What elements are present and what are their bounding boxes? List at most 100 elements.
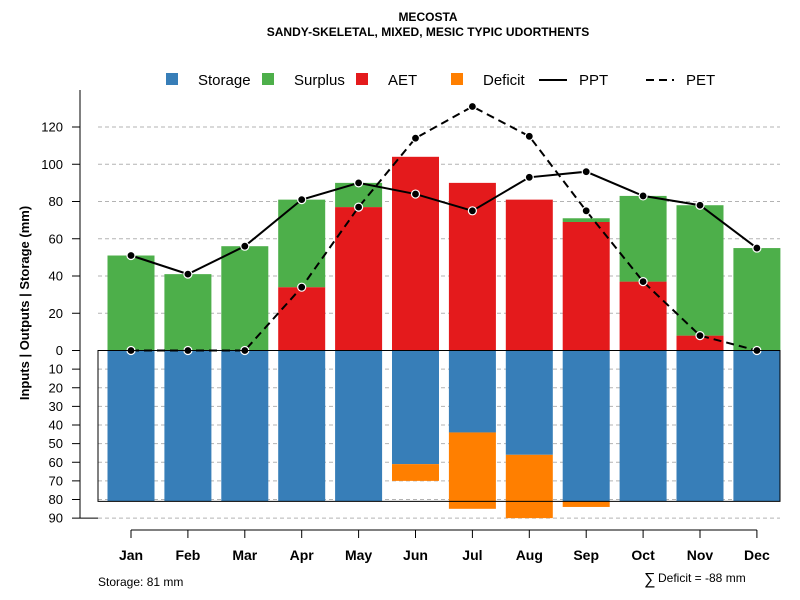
legend-label-ppt: PPT: [579, 72, 608, 89]
y-tick-label: 20: [49, 306, 63, 321]
x-tick-label-apr: Apr: [290, 547, 315, 563]
bar-storage-feb: [164, 350, 212, 502]
deficit-note: Deficit = -88 mm: [658, 571, 746, 585]
bar-storage-mar: [221, 350, 269, 502]
bar-storage-dec: [733, 350, 781, 502]
bar-aet-apr: [278, 287, 326, 351]
ppt-point-feb: [183, 269, 193, 279]
pet-point-apr: [297, 282, 307, 292]
legend-label-aet: AET: [388, 72, 417, 89]
bar-aet-jun: [392, 156, 439, 351]
bar-surplus-mar: [221, 246, 269, 351]
x-tick-label-nov: Nov: [687, 547, 714, 563]
bar-storage-aug: [505, 350, 553, 455]
bar-surplus-apr: [278, 199, 326, 288]
bar-surplus-feb: [164, 274, 212, 351]
bar-storage-jan: [107, 350, 155, 502]
y-tick-label: 50: [49, 436, 63, 451]
bar-storage-apr: [278, 350, 326, 502]
bar-deficit-jun: [392, 464, 439, 481]
ppt-point-mar: [240, 241, 250, 251]
legend-label-deficit: Deficit: [483, 72, 526, 89]
x-tick-label-oct: Oct: [631, 547, 655, 563]
y-tick-label: 100: [41, 157, 63, 172]
bar-aet-sep: [562, 221, 610, 351]
bar-surplus-nov: [676, 205, 724, 336]
pet-point-oct: [638, 276, 648, 287]
x-tick-label-jul: Jul: [462, 547, 482, 563]
bar-surplus-oct: [619, 195, 667, 282]
y-tick-label: 90: [49, 511, 63, 526]
bar-storage-jul: [448, 350, 496, 433]
legend-swatch-deficit: [451, 73, 463, 85]
ppt-point-jul: [467, 206, 477, 216]
y-tick-label: 10: [49, 362, 63, 377]
pet-point-may: [354, 202, 364, 212]
pet-point-jun: [410, 133, 421, 143]
x-tick-label-dec: Dec: [744, 547, 770, 563]
bars: [107, 156, 781, 519]
bar-storage-may: [335, 350, 383, 502]
bar-deficit-aug: [505, 454, 553, 519]
axes: 0 20 40 60 80 100 120 10 20 30 40 50 60 70 80 90 Jan Feb M…: [41, 90, 781, 563]
bar-aet-aug: [505, 199, 553, 351]
bar-aet-nov: [676, 335, 724, 351]
y-tick-label: 80: [49, 194, 63, 209]
y-tick-label: 0: [56, 343, 63, 358]
y-tick-label: 30: [49, 399, 63, 414]
x-tick-label-jan: Jan: [119, 547, 143, 563]
pet-point-nov: [695, 331, 705, 341]
bar-storage-oct: [619, 350, 667, 502]
bar-aet-oct: [619, 281, 667, 351]
x-tick-label-may: May: [345, 547, 372, 563]
legend-swatch-storage: [166, 73, 178, 85]
ppt-point-jun: [410, 189, 421, 199]
ppt-point-nov: [695, 200, 705, 210]
x-tick-label-feb: Feb: [175, 547, 200, 563]
bar-surplus-jan: [107, 255, 155, 351]
ppt-point-jan: [126, 250, 136, 261]
x-tick-label-mar: Mar: [232, 547, 257, 563]
y-tick-label: 20: [49, 380, 63, 395]
chart-title: MECOSTA: [398, 10, 457, 24]
bar-storage-jun: [392, 350, 439, 465]
x-tick-label-jun: Jun: [403, 547, 428, 563]
storage-note: Storage: 81 mm: [98, 575, 183, 589]
legend-label-surplus: Surplus: [294, 72, 345, 89]
bar-surplus-dec: [733, 248, 781, 351]
y-tick-label: 80: [49, 492, 63, 507]
y-tick-label: 60: [49, 231, 63, 246]
legend-swatch-aet: [356, 73, 368, 85]
y-axis-title: Inputs | Outputs | Storage (mm): [17, 206, 32, 400]
y-tick-label: 60: [49, 455, 63, 470]
legend-label-pet: PET: [686, 72, 715, 89]
ppt-point-aug: [524, 172, 534, 182]
ppt-point-oct: [638, 191, 648, 201]
deficit-sum-symbol: ∑: [644, 571, 655, 588]
y-tick-label: 70: [49, 473, 63, 488]
legend: Storage Surplus AET Deficit PPT PET: [166, 72, 715, 89]
legend-label-storage: Storage: [198, 72, 251, 89]
legend-swatch-surplus: [262, 73, 274, 85]
chart-subtitle: SANDY-SKELETAL, MIXED, MESIC TYPIC UDORT…: [267, 25, 589, 39]
ppt-line: [130, 170, 758, 276]
pet-point-sep: [581, 206, 591, 216]
y-tick-label: 120: [41, 120, 63, 135]
bar-deficit-sep: [562, 501, 610, 507]
x-tick-label-aug: Aug: [516, 547, 543, 563]
bar-storage-sep: [562, 350, 610, 502]
ppt-point-sep: [581, 167, 591, 177]
ppt-point-may: [354, 178, 364, 188]
pet-point-jul: [467, 101, 477, 112]
y-tick-label: 40: [49, 418, 63, 433]
bar-aet-may: [335, 207, 383, 351]
ppt-point-apr: [297, 195, 307, 205]
bar-surplus-sep: [562, 218, 610, 222]
ppt-point-dec: [752, 243, 762, 253]
bar-storage-nov: [676, 350, 724, 502]
bar-deficit-jul: [448, 432, 496, 509]
y-tick-label: 40: [49, 269, 63, 284]
pet-point-aug: [524, 131, 534, 141]
x-tick-label-sep: Sep: [573, 547, 599, 563]
